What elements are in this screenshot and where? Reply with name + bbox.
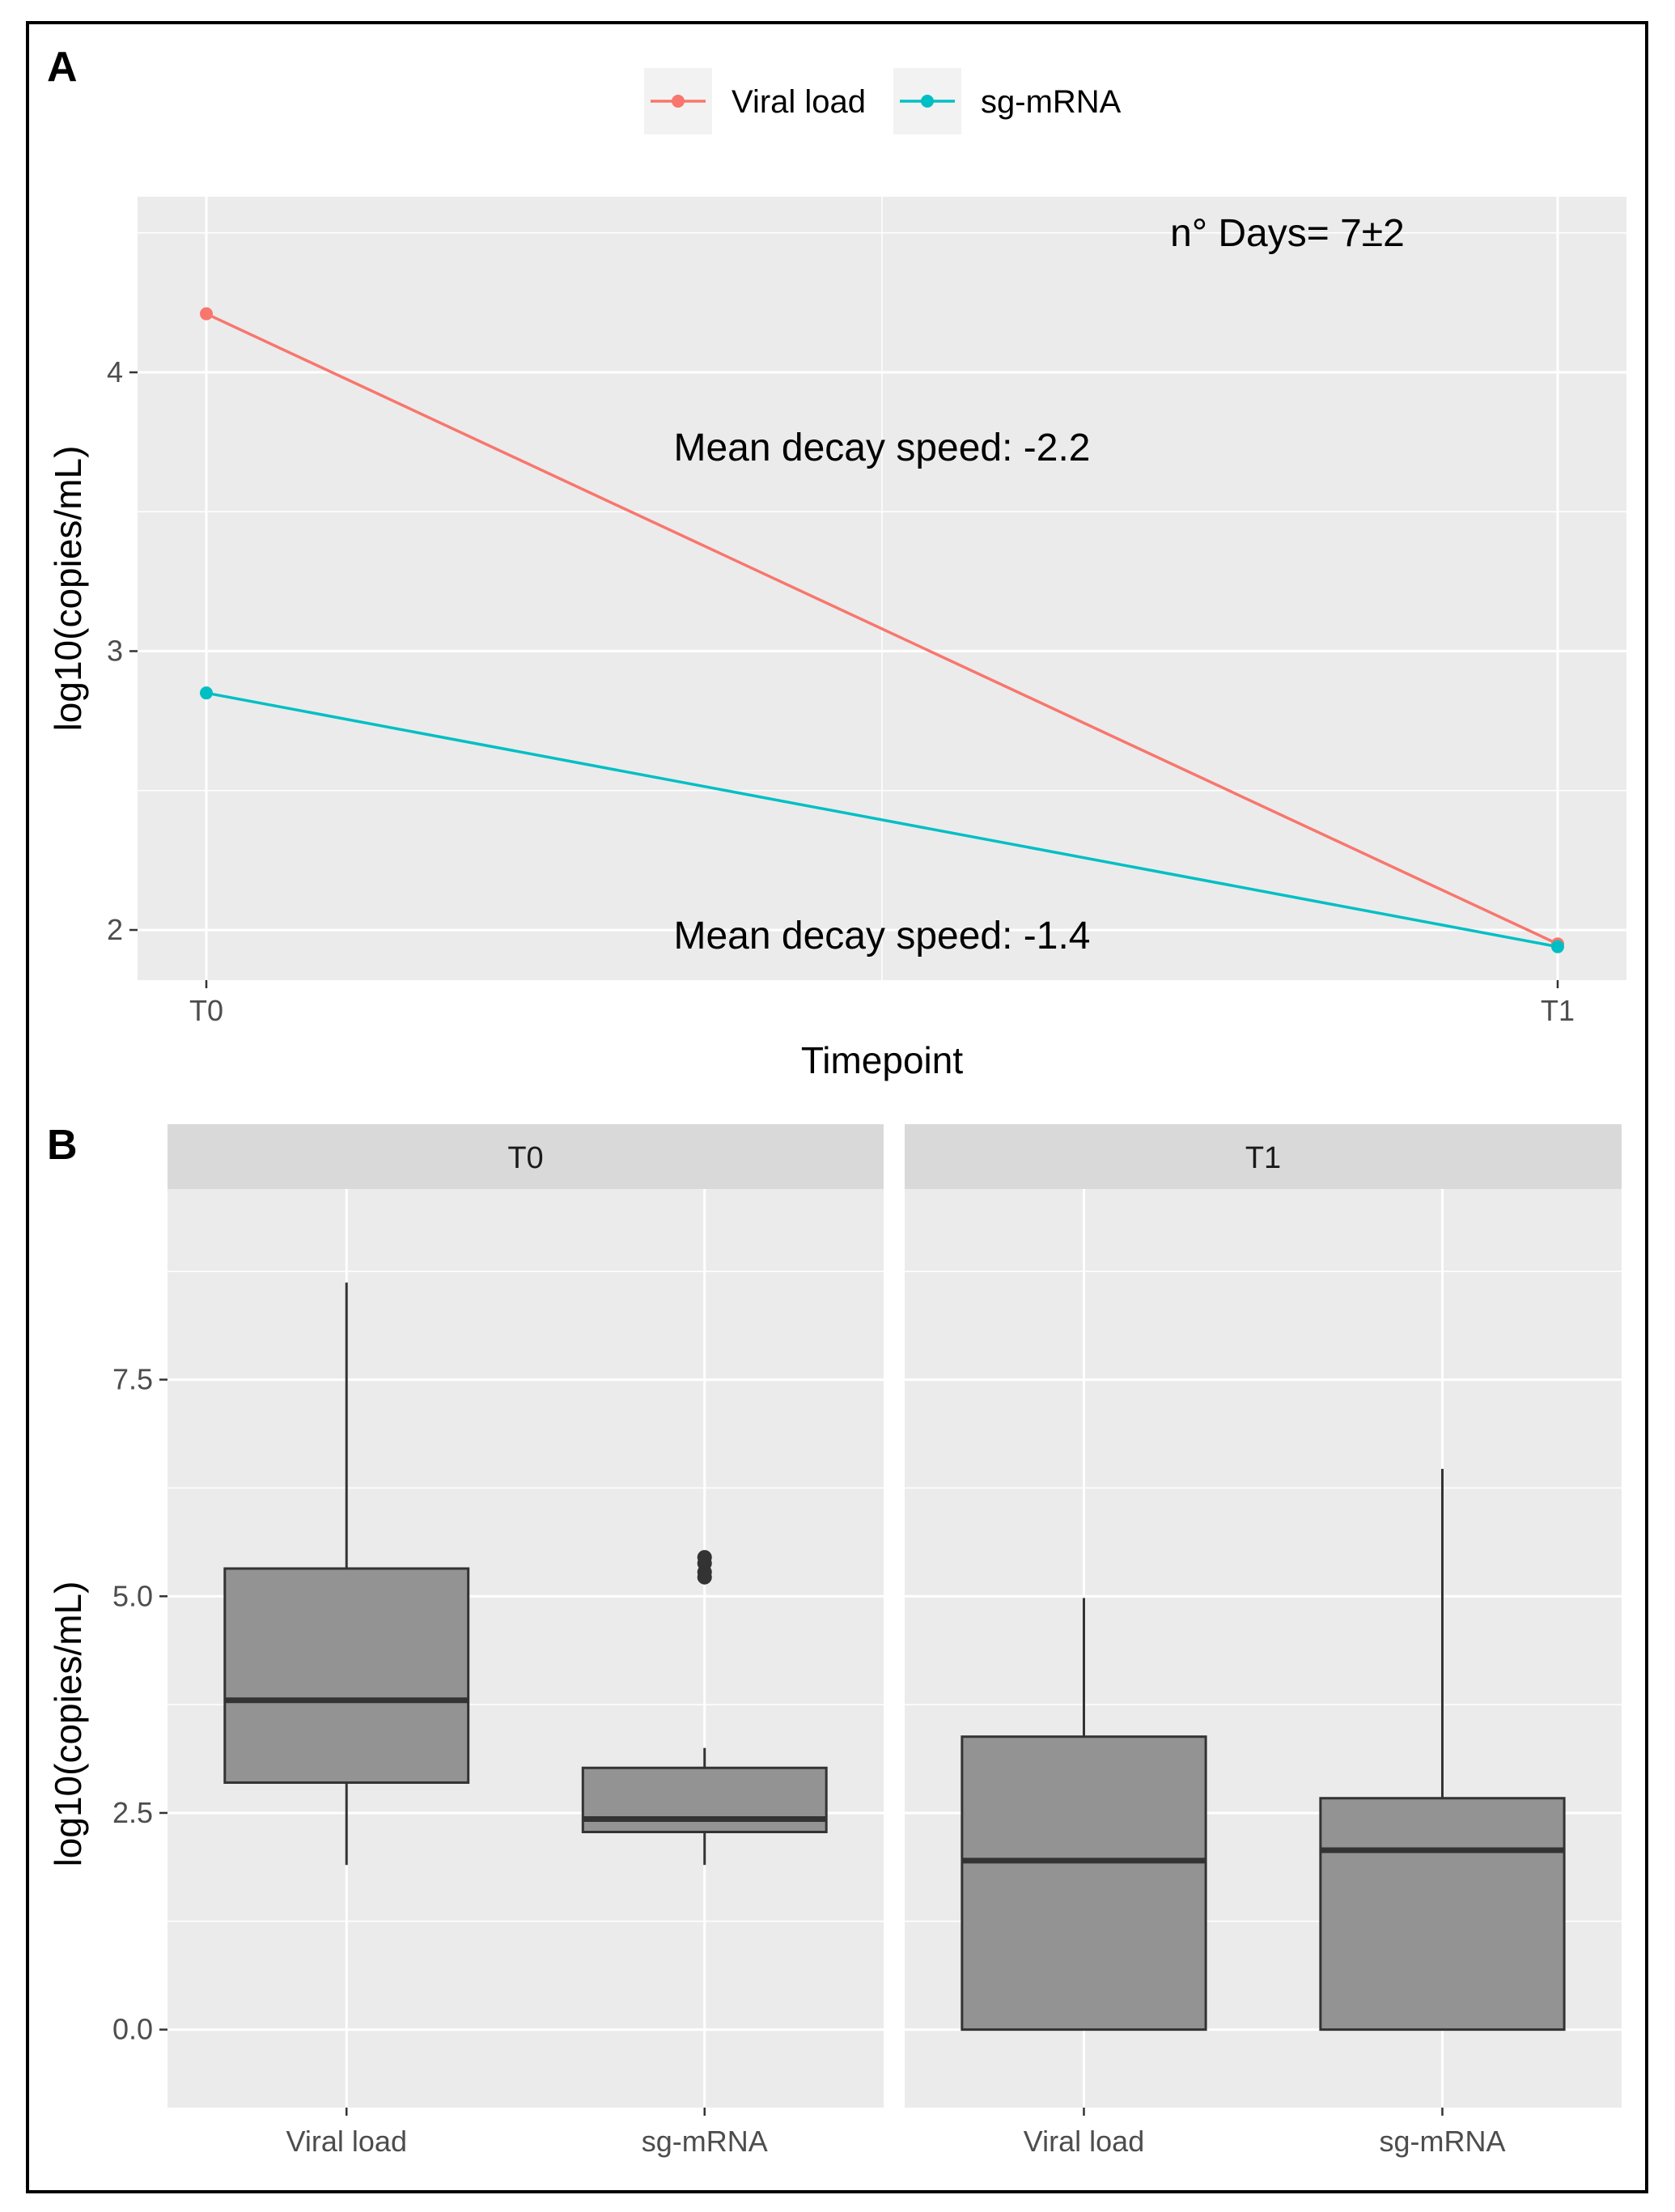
panel-b-y-tick-label: 5.0 (112, 1579, 153, 1612)
legend-marker-viral-load (672, 95, 685, 108)
series-line-sg-mrna (206, 691, 1558, 949)
panel-a-annotation-1: Mean decay speed: -2.2 (674, 427, 1091, 469)
facet-strip-label-t1: T1 (1245, 1141, 1281, 1175)
legend-item-sg-mrna: sg-mRNA (893, 68, 1122, 134)
panel-a-y-tick-label: 2 (107, 913, 123, 946)
legend-label-sg-mrna: sg-mRNA (981, 84, 1122, 120)
panel-a-y-tick-label: 4 (107, 355, 123, 388)
panel-a: Viral load sg-mRNA 2 3 4 T0 T1 n° Days= 7±2 Me… (47, 68, 1626, 1081)
box-iqr (223, 1567, 470, 1784)
panel-b: T0 Viral load sg-mRNA T1 Viral load sg-mRNA 0… (47, 1124, 1622, 2158)
facet-strip-label-t0: T0 (507, 1141, 543, 1175)
legend-a: Viral load sg-mRNA (644, 68, 1122, 134)
panel-a-ticks: 2 3 4 T0 T1 (107, 355, 1575, 1027)
box-t1-sg-mrna (1319, 1468, 1566, 2032)
box-t1-viral-load (960, 1598, 1207, 2032)
box-t0-viral-load (223, 1282, 470, 1866)
panel-b-y-ticks: 0.0 2.5 5.0 7.5 (112, 1363, 168, 2046)
panel-b-y-tick-label: 0.0 (112, 2013, 153, 2046)
legend-item-viral-load: Viral load (644, 68, 866, 134)
facet-t0: T0 Viral load sg-mRNA (168, 1124, 884, 2158)
legend-label-viral-load: Viral load (731, 84, 866, 120)
panel-b-y-axis-title: log10(copies/mL) (47, 1582, 89, 1867)
facet-x-tick-label-sg-mrna: sg-mRNA (642, 2125, 768, 2158)
box-iqr (1319, 1797, 1566, 2032)
series-line-viral-load (206, 312, 1558, 945)
box-outlier (697, 1569, 712, 1585)
panel-letter-b: B (47, 1122, 78, 1169)
legend-marker-sg-mrna (921, 95, 934, 108)
panel-a-x-axis-title: Timepoint (801, 1039, 963, 1081)
panel-a-y-tick-label: 3 (107, 635, 123, 668)
series-point-sg-mrna (200, 686, 213, 700)
panel-b-y-tick-label: 2.5 (112, 1796, 153, 1829)
panel-a-grid (138, 197, 1626, 980)
facet-strip-t1 (905, 1124, 1622, 1189)
panel-b-y-tick-label: 7.5 (112, 1363, 153, 1396)
facet-x-tick-label-viral-load: Viral load (1024, 2125, 1144, 2158)
facet-t1: T1 Viral load sg-mRNA (905, 1124, 1622, 2158)
panel-a-annotation-0: n° Days= 7±2 (1170, 212, 1405, 255)
panel-a-series (200, 307, 1564, 953)
facet-x-tick-label-viral-load: Viral load (286, 2125, 407, 2158)
box-iqr (960, 1735, 1207, 2032)
panel-a-annotation-2: Mean decay speed: -1.4 (674, 915, 1091, 957)
panel-b-facets: T0 Viral load sg-mRNA T1 Viral load sg-mRNA (168, 1124, 1622, 2158)
panel-a-y-axis-title: log10(copies/mL) (47, 446, 89, 732)
box-iqr (581, 1766, 828, 1834)
facet-x-tick-label-sg-mrna: sg-mRNA (1379, 2125, 1505, 2158)
series-point-sg-mrna (1551, 940, 1564, 953)
series-point-viral-load (200, 307, 213, 321)
panel-a-annotations: n° Days= 7±2 Mean decay speed: -2.2 Mean d… (674, 212, 1405, 957)
facet-strip-t0 (168, 1124, 884, 1189)
panel-a-x-tick-label-t0: T0 (189, 994, 223, 1027)
panel-letter-a: A (47, 44, 78, 91)
panel-a-x-tick-label-t1: T1 (1541, 994, 1575, 1027)
box-t0-sg-mrna (581, 1550, 828, 1866)
